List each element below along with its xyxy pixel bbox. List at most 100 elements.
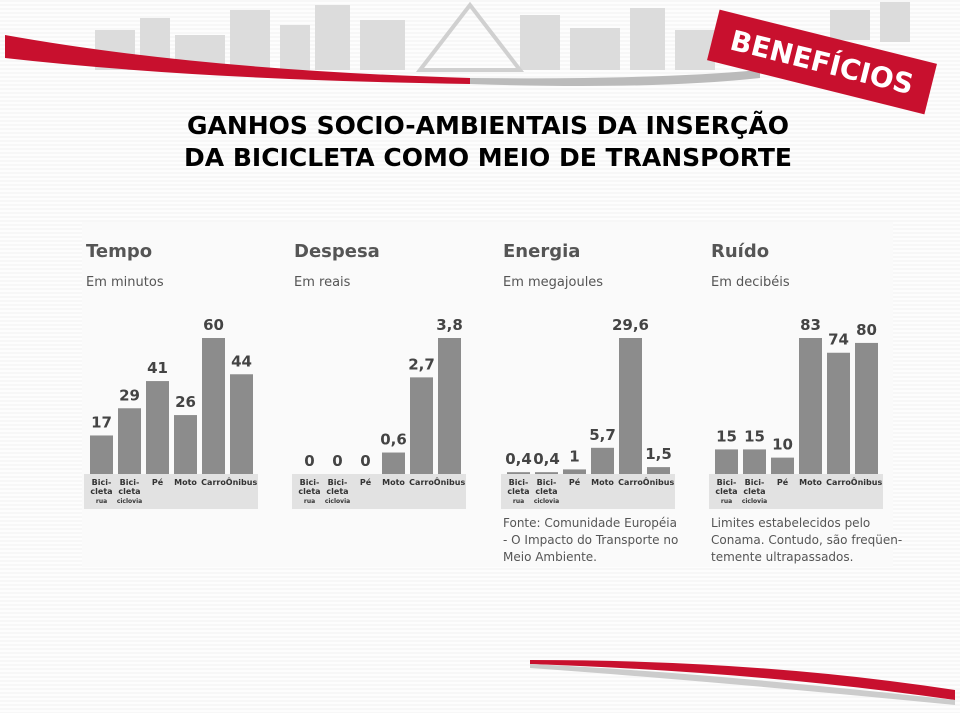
- category-label: Pé: [777, 477, 789, 487]
- value-label: 0,4: [505, 450, 532, 468]
- category-line: cleta: [90, 487, 112, 496]
- category-line: Bici-: [745, 478, 765, 487]
- category-line: Bici-: [120, 478, 140, 487]
- value-label: 60: [203, 316, 224, 334]
- category-band: [84, 474, 258, 509]
- category-label: Ônibus: [643, 476, 675, 487]
- category-label: Pé: [569, 477, 581, 487]
- bar: [535, 472, 558, 474]
- value-label: 1: [569, 447, 579, 465]
- note: Limites estabelecidos pelo: [711, 516, 870, 530]
- value-label: 1,5: [645, 445, 672, 463]
- category-label: Carro: [201, 478, 226, 487]
- bar: [438, 338, 461, 474]
- bar: [715, 449, 738, 474]
- value-label: 29,6: [612, 316, 649, 334]
- bar: [855, 342, 878, 474]
- bar: [90, 435, 113, 474]
- category-line: cleta: [535, 487, 557, 496]
- chart-subtitle: Em minutos: [86, 275, 164, 290]
- category-line: Pé: [777, 477, 789, 487]
- bar: [230, 374, 253, 474]
- bar: [827, 352, 850, 474]
- category-line: ciclovia: [117, 498, 142, 505]
- category-line: cleta: [715, 487, 737, 496]
- value-label: 3,8: [436, 316, 463, 334]
- category-band: [709, 474, 883, 509]
- bar: [174, 415, 197, 474]
- bar: [410, 377, 433, 474]
- chart-title: Energia: [503, 241, 580, 262]
- note: Meio Ambiente.: [503, 550, 597, 564]
- badge-bg: [707, 9, 937, 115]
- slide-title: GANHOS SOCIO-AMBIENTAIS DA INSERÇÃO: [187, 111, 789, 140]
- value-label: 0,4: [533, 450, 560, 468]
- category-line: Bici-: [537, 478, 557, 487]
- category-line: Ônibus: [434, 476, 466, 487]
- category-label: Moto: [382, 478, 405, 487]
- bar: [563, 469, 586, 474]
- category-line: cleta: [507, 487, 529, 496]
- category-label: Ônibus: [434, 476, 466, 487]
- value-label: 2,7: [408, 355, 435, 373]
- bar: [118, 408, 141, 474]
- value-label: 15: [744, 427, 765, 445]
- bar: [771, 457, 794, 474]
- value-label: 0: [304, 452, 314, 470]
- category-label: Bici-cleta rua: [90, 478, 112, 505]
- value-label: 80: [856, 321, 877, 339]
- category-line: Bici-: [300, 478, 320, 487]
- value-label: 15: [716, 427, 737, 445]
- category-line: ciclovia: [325, 498, 350, 505]
- category-line: Bici-: [717, 478, 737, 487]
- category-line: Carro: [618, 478, 643, 487]
- category-label: Bici-cleta ciclovia: [325, 478, 350, 505]
- category-line: cleta: [298, 487, 320, 496]
- chart-subtitle: Em decibéis: [711, 275, 790, 290]
- bar: [202, 338, 225, 474]
- value-label: 0,6: [380, 431, 407, 449]
- category-line: Pé: [152, 477, 164, 487]
- category-label: Bici-cleta rua: [298, 478, 320, 505]
- red-swoosh-top: [5, 35, 470, 84]
- bar: [647, 467, 670, 474]
- value-label: 83: [800, 316, 821, 334]
- category-line: rua: [721, 498, 732, 505]
- category-label: Pé: [360, 477, 372, 487]
- value-label: 26: [175, 393, 196, 411]
- bar: [146, 381, 169, 474]
- category-label: Moto: [799, 478, 822, 487]
- category-line: rua: [513, 498, 524, 505]
- category-band: [501, 474, 675, 509]
- category-line: cleta: [118, 487, 140, 496]
- value-label: 17: [91, 413, 112, 431]
- category-label: Bici-cleta rua: [715, 478, 737, 505]
- chart-subtitle: Em megajoules: [503, 275, 603, 290]
- category-label: Ônibus: [851, 476, 883, 487]
- chart-title: Despesa: [294, 241, 380, 262]
- category-label: Carro: [826, 478, 851, 487]
- chart-title: Ruído: [711, 241, 769, 262]
- bar: [799, 338, 822, 474]
- category-line: Moto: [174, 478, 197, 487]
- note: temente ultrapassados.: [711, 550, 853, 564]
- value-label: 29: [119, 386, 140, 404]
- category-line: ciclovia: [742, 498, 767, 505]
- category-label: Carro: [409, 478, 434, 487]
- category-label: Bici-cleta ciclovia: [742, 478, 767, 505]
- value-label: 74: [828, 331, 849, 349]
- category-label: Moto: [591, 478, 614, 487]
- category-line: rua: [304, 498, 315, 505]
- category-label: Pé: [152, 477, 164, 487]
- gray-swoosh-bottom: [530, 664, 955, 705]
- category-line: Moto: [799, 478, 822, 487]
- skyline: [95, 1, 910, 72]
- red-swoosh-bottom: [530, 660, 955, 700]
- value-label: 44: [231, 352, 252, 370]
- value-label: 41: [147, 359, 168, 377]
- category-line: Ônibus: [851, 476, 883, 487]
- category-line: Moto: [382, 478, 405, 487]
- category-line: Bici-: [328, 478, 348, 487]
- category-label: Moto: [174, 478, 197, 487]
- bar: [591, 447, 614, 474]
